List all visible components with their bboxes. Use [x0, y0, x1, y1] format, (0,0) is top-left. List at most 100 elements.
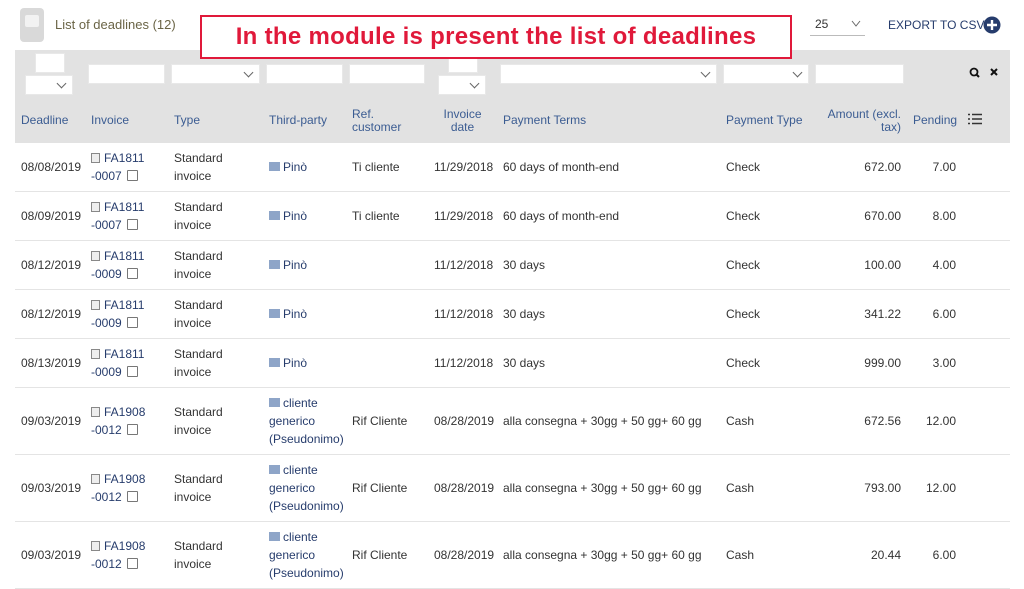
cell-text: Ti cliente [352, 160, 400, 174]
cell-text: Rif Cliente [352, 414, 408, 428]
column-header[interactable]: Pending [913, 113, 958, 127]
cell-text: 08/12/2019 [21, 258, 82, 272]
table-body: 08/08/2019 FA1811-0007 Standard invoice Pin… [15, 143, 1010, 589]
invoice-link[interactable]: FA1811-0009 [91, 298, 145, 330]
invoice-icon [91, 251, 100, 261]
column-header[interactable]: Payment Type [726, 113, 803, 127]
export-icon[interactable] [983, 16, 1001, 34]
cell-text: 11/12/2018 [434, 307, 494, 321]
invoice-link[interactable]: FA1908-0012 [91, 539, 146, 571]
table-cell [346, 338, 428, 388]
table-cell: 09/03/2019 [15, 454, 85, 522]
table-row: 08/09/2019 FA1811-0007 Standard invoice Pin… [15, 191, 1010, 241]
table-cell: FA1811-0009 [85, 338, 168, 388]
cell-text: 100.00 [864, 258, 901, 272]
cell-text: 08/12/2019 [21, 307, 82, 321]
cell-text: Standard invoice [174, 539, 223, 571]
filter-input[interactable] [815, 64, 904, 84]
search-controls[interactable] [965, 66, 1005, 80]
cell-text: 3.00 [932, 356, 956, 370]
filter-input[interactable] [266, 64, 343, 84]
thirdparty-link[interactable]: Pinò [283, 307, 308, 321]
cell-text: 08/28/2019 [434, 481, 495, 495]
table-cell: cliente generico (Pseudonimo) [263, 454, 346, 522]
thirdparty-link[interactable]: Pinò [283, 258, 308, 272]
list-title: List of deadlines (12) [55, 17, 176, 32]
cell-text: Standard invoice [174, 249, 223, 281]
note-icon [126, 558, 138, 569]
table-cell [962, 143, 1010, 192]
table-cell: 30 days [497, 240, 720, 290]
table-cell: Standard invoice [168, 338, 263, 388]
invoice-link[interactable]: FA1811-0009 [91, 249, 145, 281]
table-cell: Standard invoice [168, 143, 263, 192]
invoice-icon [91, 153, 100, 163]
table-cell: Standard invoice [168, 191, 263, 241]
cell-text: 08/13/2019 [21, 356, 82, 370]
cell-text: 20.44 [870, 548, 901, 562]
cell-text: 11/29/2018 [434, 160, 494, 174]
thirdparty-icon [269, 309, 280, 318]
cell-text: 08/08/2019 [21, 160, 82, 174]
invoice-link[interactable]: FA1811-0009 [91, 347, 145, 379]
table-cell [346, 240, 428, 290]
column-header[interactable]: Deadline [21, 113, 69, 127]
table-cell: Standard invoice [168, 240, 263, 290]
thirdparty-icon [269, 398, 280, 407]
page-size-select[interactable]: 25 [810, 17, 865, 36]
table-cell: 11/12/2018 [428, 338, 497, 388]
page-size-value: 25 [815, 17, 829, 31]
thirdparty-link[interactable]: Pinò [283, 160, 308, 174]
thirdparty-link[interactable]: Pinò [283, 356, 308, 370]
column-header[interactable]: Amount (excl. tax) [827, 106, 901, 134]
column-header[interactable]: Invoice date [443, 106, 482, 134]
filter-input[interactable] [349, 64, 425, 84]
menu-icon[interactable] [968, 113, 982, 125]
export-link[interactable]: EXPORT TO CSV [888, 18, 985, 32]
cell-text: 11/12/2018 [434, 258, 494, 272]
cell-text: 09/03/2019 [21, 548, 82, 562]
filter-select[interactable] [438, 75, 486, 95]
column-header[interactable]: Payment Terms [503, 113, 587, 127]
table-cell: 672.56 [812, 387, 907, 455]
column-header[interactable]: Ref. customer [352, 106, 402, 134]
column-header[interactable]: Invoice [91, 113, 130, 127]
table-cell: cliente generico (Pseudonimo) [263, 387, 346, 455]
invoice-link[interactable]: FA1811-0007 [91, 200, 145, 232]
invoice-link[interactable]: FA1811-0007 [91, 151, 145, 183]
invoice-link[interactable]: FA1908-0012 [91, 405, 146, 437]
column-header[interactable]: Third-party [269, 113, 328, 127]
invoice-icon [91, 541, 100, 551]
thirdparty-link[interactable]: cliente generico (Pseudonimo) [269, 396, 344, 446]
cell-text: 6.00 [932, 307, 956, 321]
thirdparty-icon [269, 465, 280, 474]
thirdparty-link[interactable]: cliente generico (Pseudonimo) [269, 463, 344, 513]
invoice-icon [91, 407, 100, 417]
invoice-link[interactable]: FA1908-0012 [91, 472, 146, 504]
cell-text: alla consegna + 30gg + 50 gg+ 60 gg [503, 481, 702, 495]
note-icon [126, 491, 138, 502]
table-cell: 4.00 [907, 240, 962, 290]
column-header[interactable]: Type [174, 113, 201, 127]
table-cell: alla consegna + 30gg + 50 gg+ 60 gg [497, 387, 720, 455]
column-menu[interactable] [962, 98, 1010, 143]
table-row: 08/12/2019 FA1811-0009 Standard invoice Pin… [15, 240, 1010, 290]
chevron [851, 20, 861, 27]
filter-input[interactable] [35, 53, 65, 73]
table-cell: 20.44 [812, 521, 907, 589]
table-cell: 6.00 [907, 521, 962, 589]
table-cell: alla consegna + 30gg + 50 gg+ 60 gg [497, 454, 720, 522]
invoice-icon [91, 474, 100, 484]
filter-select[interactable] [500, 64, 717, 84]
table-cell: alla consegna + 30gg + 50 gg+ 60 gg [497, 521, 720, 589]
filter-select[interactable] [171, 64, 260, 84]
cell-text: 08/28/2019 [434, 414, 495, 428]
header-row: Deadline Invoice Type Third-party Ref. custo… [15, 98, 1010, 143]
filter-input[interactable] [88, 64, 165, 84]
table-cell: 7.00 [907, 143, 962, 192]
table-cell [962, 191, 1010, 241]
thirdparty-link[interactable]: cliente generico (Pseudonimo) [269, 530, 344, 580]
filter-select[interactable] [723, 64, 809, 84]
thirdparty-link[interactable]: Pinò [283, 209, 308, 223]
filter-select[interactable] [25, 75, 73, 95]
